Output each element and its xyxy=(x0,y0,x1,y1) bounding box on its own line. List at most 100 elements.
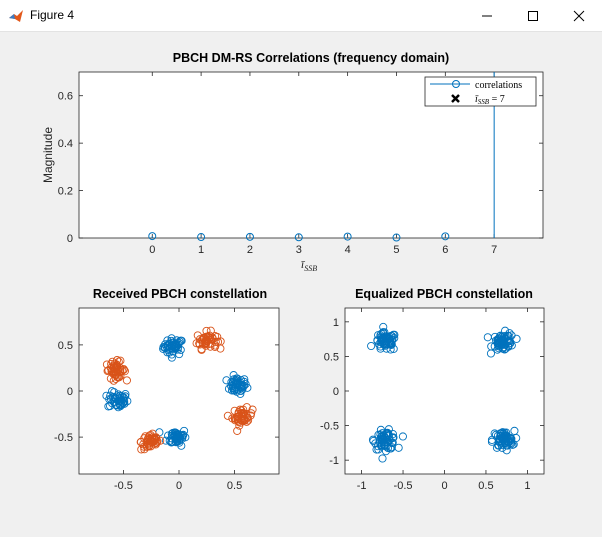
equalized-point xyxy=(490,332,500,341)
equalized-point xyxy=(491,430,500,439)
received-point xyxy=(150,436,160,445)
equalized-point xyxy=(505,437,514,446)
equalized-ytick-label: -0.5 xyxy=(320,421,339,433)
equalized-point xyxy=(384,425,393,434)
equalized-point xyxy=(500,431,510,440)
equalized-point xyxy=(505,329,514,338)
equalized-point xyxy=(376,425,385,434)
equalized-title: Equalized PBCH constellation xyxy=(355,287,533,301)
received-point xyxy=(223,411,232,420)
equalized-point xyxy=(377,329,386,338)
equalized-point xyxy=(494,344,503,353)
equalized-point xyxy=(486,349,496,358)
maximize-icon xyxy=(528,10,538,21)
correlation-xtick-label: 5 xyxy=(393,244,399,256)
equalized-constellation-axes[interactable]: Equalized PBCH constellation -1 -0.5 0 0.5 1… xyxy=(320,287,545,492)
received-point xyxy=(202,336,211,345)
equalized-ytick-label: 0 xyxy=(333,386,339,398)
received-point xyxy=(228,414,237,423)
received-point xyxy=(136,438,145,447)
received-point xyxy=(103,366,112,376)
received-point xyxy=(106,391,115,400)
received-point xyxy=(233,413,242,422)
equalized-point xyxy=(487,437,496,446)
received-point xyxy=(230,386,239,395)
legend-box xyxy=(424,76,537,107)
stem-marker xyxy=(197,233,206,242)
stem-marker xyxy=(441,232,450,241)
stem-marker xyxy=(294,233,303,242)
received-xtick-label: 0.5 xyxy=(227,480,242,492)
received-constellation-axes[interactable]: Received PBCH constellation -0.5 0 0.5 0.5 0… xyxy=(54,287,280,492)
received-point xyxy=(117,400,126,409)
equalized-point xyxy=(510,426,519,435)
received-point xyxy=(169,338,178,347)
received-point xyxy=(161,436,170,445)
received-point xyxy=(180,426,189,435)
correlation-xtick-label: 1 xyxy=(198,244,204,256)
received-point xyxy=(120,367,129,376)
received-point xyxy=(234,378,243,387)
correlation-axes[interactable]: PBCH DM-RS Correlations (frequency domai… xyxy=(41,51,544,273)
equalized-xtick-label: -1 xyxy=(357,480,367,492)
legend-circle-marker xyxy=(452,80,460,88)
correlation-ytick-label: 0.2 xyxy=(58,186,73,198)
equalized-point xyxy=(367,341,376,351)
received-point xyxy=(239,411,248,420)
equalized-point xyxy=(492,443,501,452)
stem-marker xyxy=(148,232,157,241)
correlation-title: PBCH DM-RS Correlations (frequency domai… xyxy=(173,51,449,65)
received-point xyxy=(112,356,122,365)
correlation-xtick-label: 4 xyxy=(345,244,351,256)
maximize-button[interactable] xyxy=(510,0,556,31)
close-icon xyxy=(573,10,585,21)
equalized-point xyxy=(509,440,518,449)
equalized-point xyxy=(506,339,515,348)
equalized-point xyxy=(373,336,382,345)
received-point xyxy=(202,339,211,348)
equalized-point xyxy=(381,337,390,346)
received-point xyxy=(193,331,202,340)
received-point xyxy=(148,437,157,446)
received-point xyxy=(172,343,181,352)
received-point xyxy=(167,353,176,362)
received-point xyxy=(192,339,201,348)
close-button[interactable] xyxy=(556,0,602,31)
window-titlebar: Figure 4 xyxy=(0,0,602,32)
received-point xyxy=(117,392,126,401)
received-xtick-label: -0.5 xyxy=(114,480,133,492)
equalized-point xyxy=(394,443,403,452)
correlation-ytick-label: 0 xyxy=(67,233,73,245)
received-point xyxy=(177,336,186,345)
equalized-point xyxy=(387,438,396,448)
legend-x-marker xyxy=(451,94,460,103)
received-point xyxy=(232,374,241,383)
received-ytick-label: 0 xyxy=(67,386,73,398)
received-point xyxy=(239,414,248,423)
correlation-xlabel: īSSB xyxy=(301,257,317,273)
received-ytick-label: -0.5 xyxy=(54,432,73,444)
correlation-legend[interactable]: correlations īSSB = 7 xyxy=(424,76,537,107)
window-title: Figure 4 xyxy=(30,8,75,22)
received-point xyxy=(122,376,131,385)
received-point xyxy=(114,373,123,382)
equalized-point xyxy=(386,444,395,453)
equalized-xtick-label: 0.5 xyxy=(478,480,493,492)
correlation-xtick-label: 3 xyxy=(296,244,302,256)
equalized-point xyxy=(498,344,507,353)
received-point xyxy=(160,343,169,352)
equalized-point xyxy=(374,445,383,454)
received-point xyxy=(233,426,242,435)
equalized-xtick-label: 0 xyxy=(441,480,447,492)
equalized-xtick-label: 1 xyxy=(524,480,530,492)
received-point xyxy=(240,377,249,386)
equalized-xtick-label: -0.5 xyxy=(394,480,413,492)
received-point xyxy=(176,434,185,443)
correlation-xtick-label: 2 xyxy=(247,244,253,256)
minimize-button[interactable] xyxy=(464,0,510,31)
figure-canvas: PBCH DM-RS Correlations (frequency domai… xyxy=(0,32,602,532)
equalized-point xyxy=(499,335,508,344)
received-point xyxy=(114,357,123,366)
received-point xyxy=(168,344,177,353)
equalized-point xyxy=(501,326,510,335)
